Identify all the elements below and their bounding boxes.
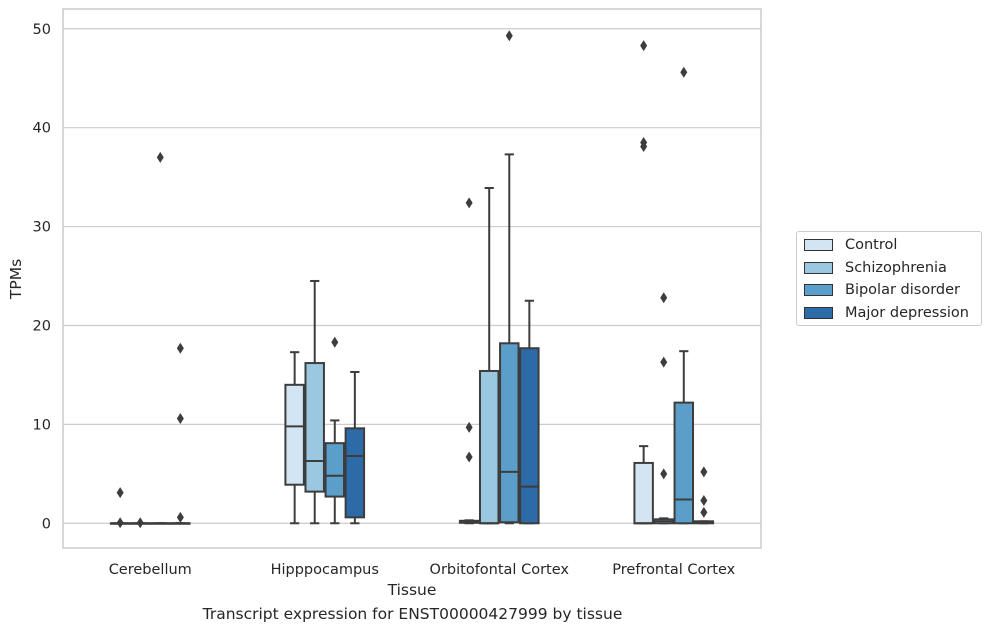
x-tick-label: Cerebellum [109, 562, 192, 578]
outlier-point [640, 40, 648, 52]
legend: Control Schizophrenia Bipolar disorder Majo… [796, 231, 982, 326]
outlier-point [116, 487, 124, 499]
outlier-point [660, 292, 668, 304]
box-3-1 [653, 292, 674, 525]
box-3-0 [633, 40, 654, 525]
legend-item: Major depression [804, 303, 969, 323]
x-axis-label: Tissue [387, 581, 437, 599]
y-tick-label: 30 [33, 220, 51, 236]
box [478, 369, 500, 525]
x-tick-label: Hipppocampus [271, 562, 379, 578]
y-tick-label: 50 [33, 22, 51, 38]
gridlines [63, 28, 761, 524]
box [344, 427, 366, 519]
box-3-2 [673, 66, 695, 525]
outlier-point [156, 151, 164, 163]
outlier-point [660, 468, 668, 480]
outlier-point [465, 451, 473, 463]
outlier-point [116, 517, 124, 529]
outlier-point [660, 356, 668, 368]
y-tick-label: 10 [33, 417, 51, 433]
box-0-1 [129, 517, 151, 529]
legend-swatch [804, 261, 833, 274]
box [324, 442, 346, 498]
x-tick-label: Orbitofontal Cortex [430, 562, 570, 578]
box-2-1 [478, 187, 500, 525]
outlier-point [700, 466, 708, 478]
box-plot-area [109, 30, 715, 529]
outlier-point [700, 495, 708, 507]
legend-item: Control [804, 235, 897, 255]
legend-swatch [804, 239, 833, 251]
x-tick-labels: Cerebellum Hipppocampus Orbitofontal Corte… [109, 562, 736, 578]
legend-label: Bipolar disorder [845, 282, 960, 298]
outlier-point [680, 66, 688, 78]
box-1-3 [344, 370, 366, 525]
box-1-1 [304, 279, 325, 525]
box-0-3 [170, 342, 191, 525]
legend-item: Schizophrenia [804, 258, 947, 278]
chart-caption: Transcript expression for ENST0000042799… [202, 605, 623, 623]
box-2-2 [499, 30, 520, 525]
legend-label: Control [845, 237, 898, 253]
box-3-3 [693, 466, 715, 525]
y-tick-label: 0 [42, 516, 51, 532]
box-2-0 [458, 197, 480, 525]
box-1-2 [324, 336, 346, 525]
legend-swatch [804, 306, 833, 319]
outlier-point [331, 336, 339, 348]
y-tick-label: 40 [33, 121, 51, 137]
box-0-0 [109, 487, 131, 529]
legend-label: Major depression [845, 304, 969, 321]
outlier-point [465, 197, 473, 209]
outlier-point [176, 511, 184, 523]
outlier-point [465, 421, 473, 433]
outlier-point [136, 517, 144, 529]
outlier-point [176, 412, 184, 424]
box [519, 347, 540, 525]
box [499, 342, 520, 524]
box [673, 401, 695, 525]
outlier-point [640, 140, 648, 152]
legend-label: Schizophrenia [845, 259, 947, 276]
outlier-point [700, 506, 708, 518]
legend-item: Bipolar disorder [804, 280, 960, 300]
y-tick-label: 20 [33, 318, 51, 334]
outlier-point [505, 30, 513, 42]
box-1-0 [284, 351, 305, 525]
legend-swatch [804, 284, 833, 296]
box-2-3 [519, 299, 540, 525]
box [284, 383, 305, 486]
y-axis-label: TPMs [7, 259, 25, 300]
box-0-2 [150, 151, 171, 525]
box [304, 362, 325, 493]
outlier-point [176, 342, 184, 354]
plot-frame [62, 8, 762, 549]
x-tick-label: Prefrontal Cortex [612, 562, 735, 578]
y-tick-labels: 0 10 20 30 40 50 [33, 22, 51, 532]
box [633, 461, 654, 525]
